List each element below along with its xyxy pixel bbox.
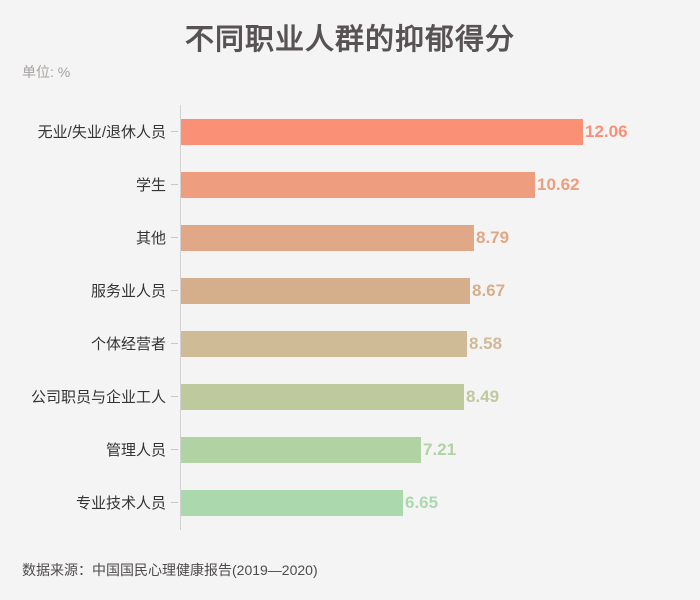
category-label: 管理人员 [105,442,166,459]
axis-tick [171,184,178,185]
category-label: 个体经营者 [90,336,166,353]
bar-area: 8.49 [178,383,700,410]
bar-value-label: 8.49 [466,386,500,406]
axis-tick [171,343,178,344]
bar [181,436,421,463]
data-source: 数据来源：中国国民心理健康报告(2019—2020) [22,562,318,578]
unit-label: 单位: % [22,64,71,80]
bar [181,171,535,198]
chart-row: 公司职员与企业工人 8.49 [0,370,700,423]
bar-area: 7.21 [178,436,700,463]
axis-tick [171,131,178,132]
bar [181,489,403,516]
bar-area: 12.06 [178,118,700,145]
bar-rows: 无业/失业/退休人员 12.06 学生 10.62 其他 8.79 服务业人员 8.67 个体经… [0,105,700,529]
bar-value-label: 8.67 [472,280,506,300]
chart-row: 其他 8.79 [0,211,700,264]
bar [181,330,467,357]
axis-tick [171,396,178,397]
axis-tick [171,449,178,450]
bar-area: 8.79 [178,224,700,251]
axis-tick [171,502,178,503]
bar-value-label: 7.21 [423,439,457,459]
chart-row: 服务业人员 8.67 [0,264,700,317]
bar [181,224,474,251]
bar-area: 8.67 [178,277,700,304]
bar [181,118,583,145]
bar [181,277,470,304]
bar-chart: 无业/失业/退休人员 12.06 学生 10.62 其他 8.79 服务业人员 8.67 个体经… [0,105,700,530]
chart-title: 不同职业人群的抑郁得分 [184,24,515,56]
y-axis-line [180,105,181,530]
bar-area: 10.62 [178,171,700,198]
bar-value-label: 8.58 [469,333,503,353]
category-label: 学生 [135,177,166,194]
bar-value-label: 6.65 [405,492,439,512]
axis-tick [171,237,178,238]
chart-row: 学生 10.62 [0,158,700,211]
chart-row: 无业/失业/退休人员 12.06 [0,105,700,158]
category-label: 无业/失业/退休人员 [37,124,166,141]
bar [181,383,464,410]
bar-value-label: 10.62 [537,174,580,194]
bar-area: 6.65 [178,489,700,516]
bar-value-label: 12.06 [585,121,628,141]
category-label: 其他 [135,230,166,247]
chart-row: 专业技术人员 6.65 [0,476,700,529]
axis-tick [171,290,178,291]
category-label: 专业技术人员 [75,495,166,512]
bar-value-label: 8.79 [476,227,510,247]
chart-row: 管理人员 7.21 [0,423,700,476]
chart-row: 个体经营者 8.58 [0,317,700,370]
category-label: 公司职员与企业工人 [30,389,166,406]
category-label: 服务业人员 [90,283,166,300]
bar-area: 8.58 [178,330,700,357]
